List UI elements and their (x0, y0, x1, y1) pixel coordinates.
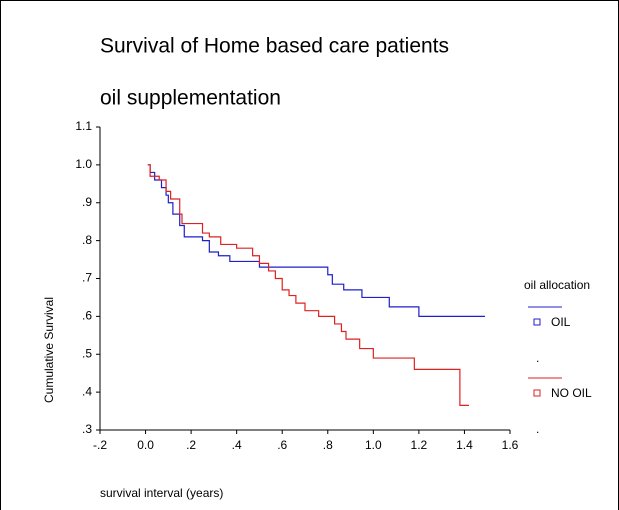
y-axis-label: Cumulative Survival (42, 297, 56, 403)
x-tick-label: .2 (186, 438, 196, 452)
legend-mark: . (536, 422, 539, 436)
y-tick-label: .5 (82, 346, 92, 360)
legend-mark: . (536, 351, 539, 365)
x-tick-label: 1.4 (456, 438, 473, 452)
chart-subtitle: oil supplementation (100, 87, 281, 110)
x-tick-label: 1.2 (411, 438, 428, 452)
survival-line (147, 164, 469, 406)
y-tick-label: 1.0 (75, 157, 92, 171)
x-axis-label: survival interval (years) (100, 486, 223, 500)
legend-label: NO OIL (551, 386, 592, 400)
legend-marker (533, 389, 541, 397)
legend-title: oil allocation (524, 278, 590, 292)
legend-label: OIL (551, 315, 571, 329)
y-tick-label: .8 (82, 233, 92, 247)
y-tick-label: .7 (82, 271, 92, 285)
x-tick-label: .4 (232, 438, 242, 452)
x-tick-label: .8 (323, 438, 333, 452)
legend-marker (533, 318, 541, 326)
y-tick-label: .6 (82, 309, 92, 323)
survival-line (147, 164, 485, 317)
y-tick-label: 1.1 (75, 119, 92, 133)
x-tick-label: 1.6 (502, 438, 519, 452)
y-tick-label: .9 (82, 195, 92, 209)
x-tick-label: 0.0 (137, 438, 154, 452)
x-tick-label: -.2 (93, 438, 107, 452)
x-tick-label: 1.0 (365, 438, 382, 452)
x-tick-label: .6 (277, 438, 287, 452)
y-tick-label: .3 (82, 422, 92, 436)
chart-title: Survival of Home based care patients (100, 35, 449, 58)
y-tick-label: .4 (82, 384, 92, 398)
